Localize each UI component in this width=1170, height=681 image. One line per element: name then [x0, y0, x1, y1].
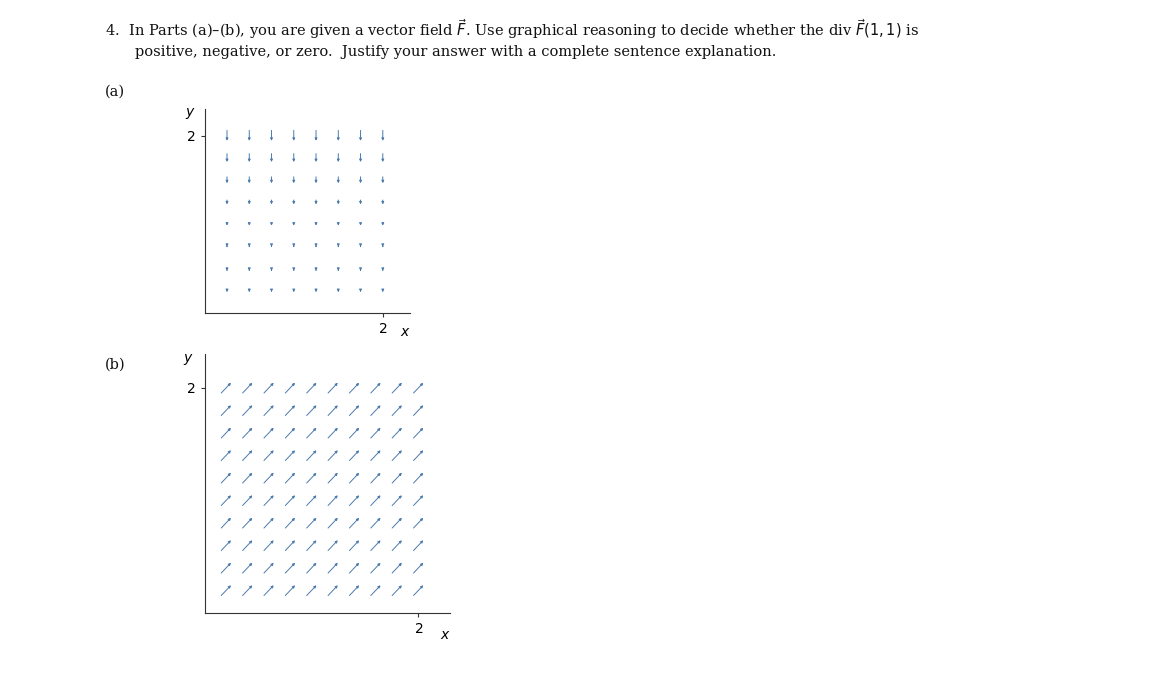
Text: (b): (b) [105, 358, 126, 372]
Text: $y$: $y$ [184, 352, 194, 367]
Text: (a): (a) [105, 85, 125, 99]
Text: 4.  In Parts (a)–(b), you are given a vector field $\vec{F}$. Use graphical reas: 4. In Parts (a)–(b), you are given a vec… [105, 17, 920, 41]
Text: $x$: $x$ [400, 325, 411, 339]
Text: $x$: $x$ [440, 627, 450, 642]
Text: $y$: $y$ [185, 106, 195, 121]
Text: positive, negative, or zero.  Justify your answer with a complete sentence expla: positive, negative, or zero. Justify you… [135, 45, 776, 59]
